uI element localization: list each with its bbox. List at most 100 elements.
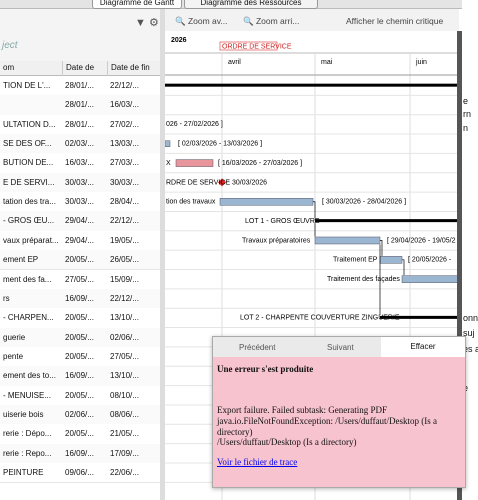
error-popup: Précédent Suivant Effacer Une erreur s'e…: [212, 336, 466, 488]
scrollbar[interactable]: [457, 31, 462, 500]
cell: E DE SERVI...: [3, 177, 55, 187]
tab[interactable]: Diagramme des Ressources: [184, 0, 318, 9]
cell: rs: [3, 293, 10, 303]
table-row: ement EP 20/05/... 26/05/...: [0, 250, 160, 271]
next-button[interactable]: Suivant: [327, 343, 354, 352]
table-row: PEINTURE 09/06/... 22/06/...: [0, 463, 160, 484]
bar-label: [ 16/03/2026 - 27/03/2026 ]: [218, 160, 302, 167]
cell: 13/10/...: [110, 313, 139, 323]
cell: rerie : Repo...: [3, 448, 52, 458]
milestone: [218, 178, 226, 187]
bar-label: Traitement EP: [333, 257, 378, 264]
header: om: [3, 63, 15, 72]
dependency: [402, 259, 405, 276]
cell: 26/05/...: [110, 255, 139, 265]
splitter[interactable]: [160, 9, 165, 500]
table-row: uiserie bois 02/06/... 08/06/...: [0, 404, 160, 426]
cell: 16/03/...: [110, 100, 139, 110]
fragment: suj: [463, 328, 475, 338]
prev-button[interactable]: Précédent: [239, 343, 276, 352]
task-bar: [219, 198, 314, 206]
critical-path[interactable]: Afficher le chemin critique: [346, 16, 444, 26]
cell: 20/05/...: [65, 313, 94, 323]
cell: 02/06/...: [110, 332, 139, 342]
fragment: e: [463, 96, 469, 106]
table-row: ULTATION D... 28/01/... 27/02/...: [0, 114, 160, 136]
cell: 20/05/...: [65, 390, 94, 400]
cell: 27/05/...: [110, 351, 139, 361]
cell: - GROS ŒU...: [3, 216, 55, 226]
cell: 22/12/...: [110, 216, 139, 226]
fragment: n: [463, 123, 469, 133]
zoom-out[interactable]: 🔍 Zoom arri...: [243, 16, 300, 26]
cell: 02/03/...: [65, 139, 94, 149]
bar-label: Travaux préparatoires: [242, 237, 311, 244]
label: Zoom av...: [187, 16, 228, 26]
cell: 30/03/...: [65, 177, 94, 187]
cell: 09/06/...: [65, 468, 94, 477]
bar-label: LOT 1 - GROS ŒUVRE: [245, 218, 320, 225]
cell: - MENUISE...: [3, 390, 52, 400]
cell: 17/09/...: [110, 448, 139, 458]
cell: 22/12/...: [110, 293, 139, 303]
fragment: es a: [463, 344, 478, 354]
cell: SE DES OF...: [3, 139, 52, 149]
table-row: vaux préparat... 29/04/... 19/05/...: [0, 230, 160, 252]
popup-body: Une erreur s'est produite Export failure…: [213, 357, 465, 487]
summary-bar: [315, 219, 462, 223]
bar-label: Traitement des façades: [327, 276, 400, 283]
cell: PEINTURE: [3, 468, 44, 477]
cell: TION DE L'...: [3, 81, 51, 90]
bar-label: [ 29/04/2026 - 19/05/2: [387, 237, 456, 244]
bar-label: 30/03/2026: [232, 179, 267, 186]
cell: uiserie bois: [3, 409, 44, 419]
header: Date de: [62, 61, 97, 79]
table-row: pente 20/05/... 27/05/...: [0, 346, 160, 368]
year: 2026: [171, 37, 187, 44]
popup-line: java.io.FileNotFoundException: /Users/du…: [217, 416, 438, 426]
cell: vaux préparat...: [3, 235, 59, 245]
header: Date de fin: [107, 61, 153, 79]
cell: 20/05/...: [65, 429, 94, 439]
cell: 15/09/...: [110, 274, 139, 284]
popup-line: Export failure. Failed subtask: Generati…: [217, 405, 387, 415]
cell: 22/12/...: [110, 81, 139, 90]
table-header: om Date de Date de fin: [0, 61, 160, 79]
cell: 20/05/...: [65, 351, 94, 361]
logo-area: [0, 9, 160, 61]
month: juin: [415, 59, 427, 66]
cell: - CHARPEN...: [3, 313, 54, 323]
task-bar: [379, 256, 403, 264]
cell: 16/09/...: [65, 448, 94, 458]
table-row: guerie 20/05/... 02/06/...: [0, 327, 160, 348]
tab[interactable]: Diagramme de Gantt: [92, 0, 182, 9]
cell: 13/10/...: [110, 371, 139, 381]
table-row: TION DE L'... 28/01/... 22/12/...: [0, 76, 160, 97]
table-row: SE DES OF... 02/03/... 13/03/...: [0, 134, 160, 155]
bar-label: [ 30/03/2026 - 28/04/2026 ]: [322, 199, 406, 206]
month: mai: [321, 59, 333, 66]
table-row: - CHARPEN... 20/05/... 13/10/...: [0, 308, 160, 329]
bar-label: LOT 2 - CHARPENTE COUVERTURE ZINGUERIE: [240, 315, 400, 322]
trace-link[interactable]: Voir le fichier de trace: [217, 457, 298, 467]
zoom-in[interactable]: 🔍 Zoom av...: [175, 16, 228, 26]
bar-label: [ 20/05/2026 -: [408, 257, 452, 264]
fragment: onn: [463, 313, 478, 323]
table-row: tation des tra... 30/03/... 28/04/...: [0, 192, 160, 213]
cell: 16/03/...: [65, 158, 94, 168]
popup-line: directory): [217, 427, 253, 437]
cell: guerie: [3, 332, 26, 342]
cell: pente: [3, 351, 24, 361]
table-row: rerie : Repo... 16/09/... 17/09/...: [0, 443, 160, 464]
marker: ORDRE DE SERVICE: [222, 43, 292, 50]
cell: 27/03/...: [110, 158, 139, 168]
cell: 16/09/...: [65, 293, 94, 303]
table-body: TION DE L'... 28/01/... 22/12/... 28/01/...…: [0, 76, 160, 500]
fragment: rn: [463, 109, 472, 119]
table-row: E DE SERVI... 30/03/... 30/03/...: [0, 172, 160, 194]
cell: ement des to...: [3, 371, 56, 381]
clear-button[interactable]: Effacer: [381, 337, 465, 357]
cell: BUTION DE...: [3, 158, 54, 168]
